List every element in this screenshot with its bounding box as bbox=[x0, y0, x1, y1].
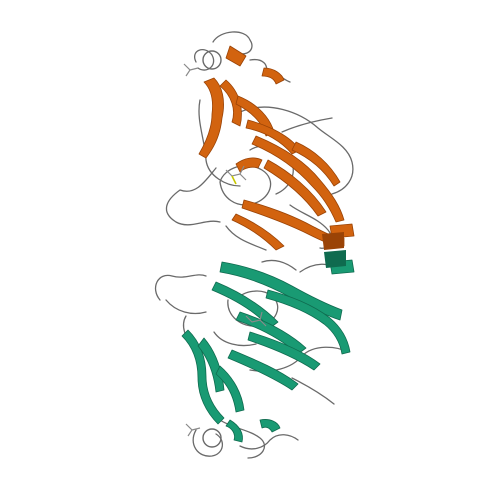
ligand-stick bbox=[185, 423, 201, 437]
beta-strand bbox=[197, 337, 225, 393]
beta-strand-edge bbox=[324, 250, 346, 268]
beta-strand bbox=[263, 159, 327, 217]
ligand-sticks bbox=[183, 50, 267, 448]
coil-loop bbox=[261, 259, 297, 271]
chain-a-coils bbox=[165, 31, 354, 251]
beta-strand bbox=[231, 213, 285, 251]
chain-b-green bbox=[155, 250, 355, 459]
coil-loop bbox=[281, 117, 333, 133]
beta-strand bbox=[225, 419, 243, 443]
beta-strand bbox=[198, 77, 224, 159]
coil-loop bbox=[165, 299, 207, 315]
beta-strand bbox=[225, 45, 247, 67]
chain-a-orange bbox=[165, 31, 355, 251]
coil-loop bbox=[291, 377, 335, 405]
coil-loop bbox=[194, 49, 215, 71]
coil-loop bbox=[239, 106, 354, 195]
beta-strand bbox=[245, 119, 301, 155]
coil-loop bbox=[198, 99, 241, 187]
beta-strand bbox=[261, 67, 285, 85]
beta-strand-edge bbox=[322, 232, 344, 250]
beta-strand bbox=[259, 419, 281, 433]
coil-loop bbox=[225, 225, 267, 251]
beta-strand bbox=[219, 261, 343, 321]
coil-loop bbox=[213, 331, 257, 347]
chain-b-strands bbox=[181, 250, 355, 443]
coil-loop bbox=[155, 274, 207, 301]
beta-strand bbox=[227, 349, 299, 391]
coil-loop bbox=[239, 434, 299, 450]
ligand-stick bbox=[225, 165, 247, 181]
ligand-accent bbox=[231, 175, 237, 185]
coil-loop bbox=[165, 167, 221, 226]
chain-a-strands bbox=[198, 45, 355, 251]
beta-strand bbox=[265, 289, 351, 355]
beta-strand bbox=[247, 331, 321, 371]
beta-strand bbox=[235, 157, 263, 173]
ligand-stick bbox=[183, 63, 199, 77]
beta-strand bbox=[291, 141, 341, 187]
ligand-stick bbox=[245, 311, 267, 327]
coil-loop bbox=[219, 165, 272, 206]
beta-strand bbox=[215, 365, 245, 413]
beta-strand bbox=[181, 329, 225, 425]
coil-loop bbox=[192, 429, 223, 457]
beta-strand bbox=[251, 135, 345, 223]
beta-strand bbox=[219, 79, 242, 127]
helix-ring bbox=[202, 428, 222, 448]
helix-ring bbox=[202, 50, 222, 70]
